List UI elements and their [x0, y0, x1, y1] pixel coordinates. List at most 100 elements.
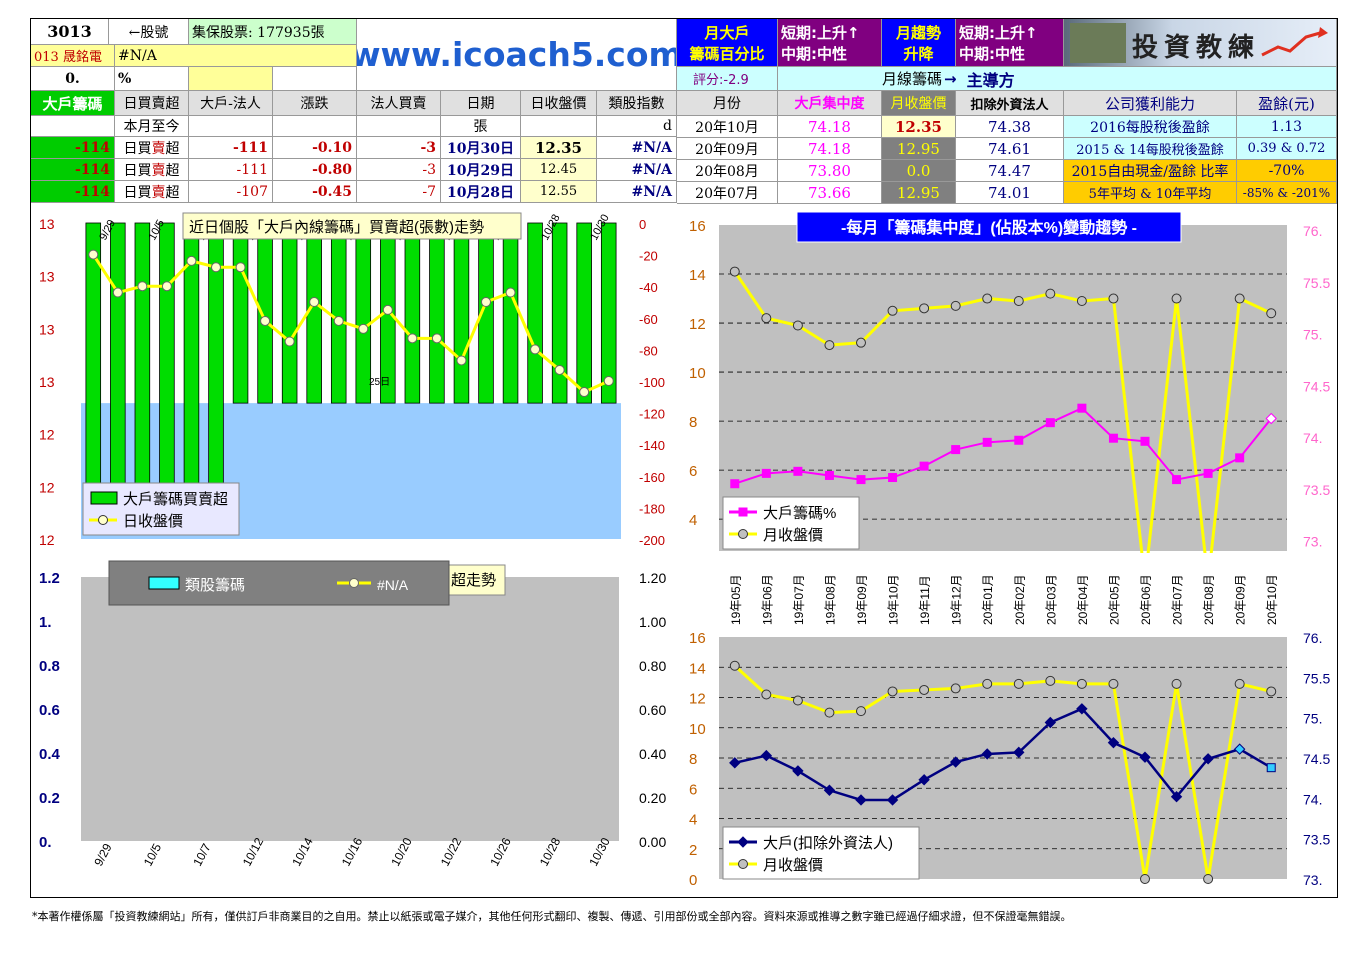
score: 評分:-2.9	[677, 67, 778, 91]
col-header: 大戶籌碼	[31, 91, 115, 116]
trend-box-1: 短期:上升↑ 中期:中性	[778, 19, 882, 67]
left-tick: 13	[39, 216, 55, 232]
point-close	[235, 262, 246, 273]
left-tick: 13	[39, 321, 55, 337]
bar-chip	[404, 222, 421, 404]
title-box	[448, 564, 506, 596]
x-tick: 19年07月	[792, 574, 806, 625]
index-value: #N/A	[597, 137, 677, 159]
legend-marker	[738, 859, 748, 869]
index-value: #N/A	[597, 181, 677, 203]
left-tick: 2	[689, 842, 697, 859]
buy-sell-c: 超	[165, 184, 180, 201]
date-value: 10月29日	[441, 159, 521, 181]
excl-cell: 74.47	[956, 160, 1064, 182]
left-tick: 0.	[39, 834, 52, 851]
trend-box-2: 短期:上升↑ 中期:中性	[956, 19, 1064, 67]
right-tick: 0.80	[639, 658, 666, 674]
custody-label: 集保股票: 177935張	[189, 19, 357, 45]
point-close	[88, 249, 99, 260]
bar-chip	[159, 222, 175, 513]
left-tick: 0	[689, 872, 697, 889]
col-header: 日收盤價	[521, 91, 597, 116]
right-tick: 75.5	[1303, 670, 1330, 686]
subrow-cell: 張	[441, 116, 521, 137]
blank-cell	[273, 67, 357, 91]
point-month-close	[1045, 288, 1056, 299]
buy-sell-b: 賣	[151, 162, 166, 179]
point-concentration	[1077, 403, 1087, 413]
point-close	[505, 287, 516, 298]
point-month-close	[1140, 874, 1150, 884]
bar-chip	[453, 222, 470, 404]
excl-cell: 74.01	[956, 182, 1064, 204]
profit-item: 2015自由現金/盈餘 比率	[1064, 160, 1237, 182]
legend-swatch	[148, 576, 180, 590]
monthly-trend-l1: 月趨勢	[895, 23, 941, 42]
bar-chip	[232, 222, 249, 404]
left-tick: 14	[689, 267, 706, 284]
profit-item: 2016每股稅後盈餘	[1064, 116, 1237, 138]
x-tick: 19年06月	[760, 574, 774, 625]
legend-swatch	[90, 491, 118, 505]
point-close	[186, 255, 197, 266]
bar-chip	[551, 222, 568, 404]
right-tick: 76.	[1303, 630, 1322, 646]
left-tick: 0.4	[39, 746, 61, 763]
point-close	[211, 262, 221, 273]
change-value: -0.45	[273, 181, 357, 203]
buy-sell-c: 超	[165, 162, 180, 179]
x-tick: 20年08月	[1202, 574, 1216, 625]
legend-marker	[737, 836, 749, 848]
point-close	[456, 355, 467, 366]
point-month-close	[761, 689, 772, 700]
conc-cell: 73.66	[778, 182, 882, 204]
right-tick: -40	[639, 280, 658, 295]
bar-chip	[134, 222, 151, 513]
line-excl-foreign	[734, 707, 1272, 802]
close-value: 12.55	[521, 181, 597, 203]
bar-chip	[576, 222, 592, 404]
right-tick: -200	[639, 533, 665, 548]
conc-cell: 73.80	[778, 160, 882, 182]
right-tick: 75.	[1303, 711, 1322, 727]
right-tick: 76.	[1303, 223, 1322, 239]
subrow-cell: d	[597, 116, 677, 137]
col-header: 類股指數	[597, 91, 677, 116]
x-tick: 19年11月	[918, 575, 932, 625]
point-concentration	[1172, 475, 1182, 485]
chart-title: -每月「籌碼集中度」(佔股本%)變動趨勢 -	[841, 218, 1137, 237]
website-link[interactable]: www.icoach5.com	[357, 19, 677, 91]
point-concentration	[1108, 433, 1118, 443]
annotation: 25日	[369, 377, 390, 388]
point-month-close	[1013, 295, 1024, 306]
month-close-cell: 0.0	[882, 160, 956, 182]
point-month-close	[1234, 678, 1245, 689]
left-tick: 8	[689, 414, 697, 431]
point-month-close	[1013, 678, 1024, 689]
right-tick: 0	[639, 217, 646, 232]
chart-monthly-conc-svg: 16 14 12 10 8 6 4 76. 75.5 75. 74.5 74. 73.5 73. -每月「籌…	[689, 211, 1330, 553]
left-tick: 6	[689, 463, 697, 480]
left-tick: 14	[689, 660, 706, 677]
x-tick: 19年05月	[729, 574, 743, 625]
close-value: 12.35	[521, 137, 597, 159]
left-tick: 16	[689, 218, 706, 235]
right-tick: 75.	[1303, 327, 1322, 343]
inst-value: -3	[357, 137, 441, 159]
point-close	[554, 364, 565, 375]
left-tick: 0.6	[39, 702, 60, 719]
point-month-close	[1045, 675, 1056, 686]
right-tick: -160	[639, 470, 665, 485]
right-tick: -60	[639, 312, 658, 327]
point-month-close	[856, 337, 866, 348]
point-excl-foreign	[760, 749, 773, 762]
point-close	[382, 304, 393, 315]
bar-chip	[527, 222, 543, 404]
legend-box	[722, 826, 920, 880]
left-tick: 0.2	[39, 790, 60, 807]
subrow-cell: 本月至今	[115, 116, 189, 137]
point-month-close	[1171, 678, 1182, 689]
point-concentration	[1140, 436, 1150, 446]
col-header: 法人買賣	[357, 91, 441, 116]
